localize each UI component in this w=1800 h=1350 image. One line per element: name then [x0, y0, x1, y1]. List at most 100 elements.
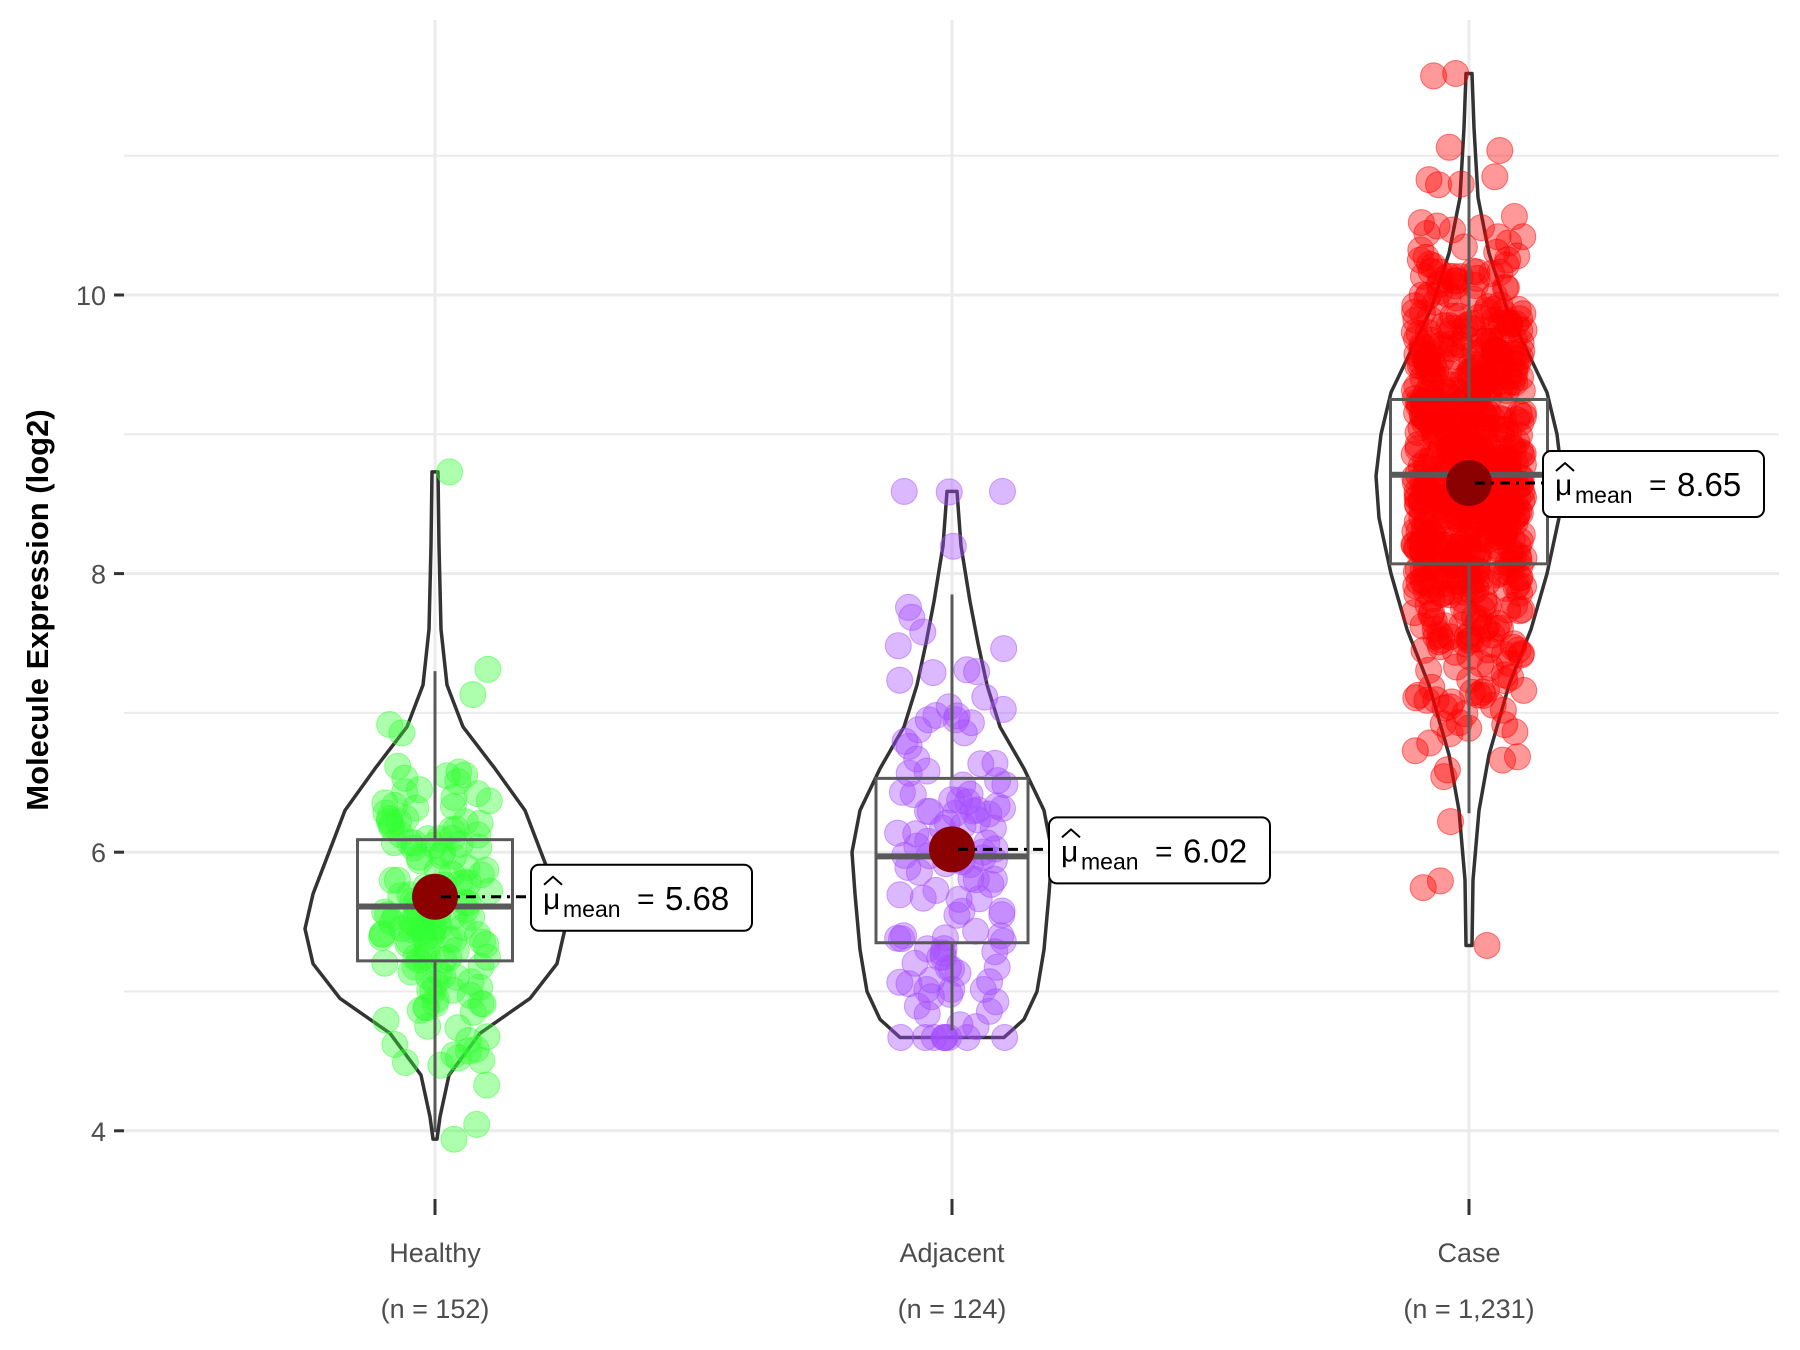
data-point	[384, 752, 412, 780]
data-point	[935, 693, 963, 721]
data-point	[1486, 137, 1514, 164]
y-tick-label: 4	[91, 1117, 106, 1147]
data-point	[1413, 220, 1441, 247]
data-point	[381, 1031, 409, 1058]
data-point	[1442, 407, 1470, 435]
data-point	[1465, 681, 1493, 709]
data-point	[902, 820, 930, 848]
mean-point	[412, 873, 458, 920]
data-point	[1407, 414, 1435, 442]
data-point	[890, 477, 918, 505]
data-point	[939, 532, 967, 560]
data-point	[887, 1024, 915, 1051]
data-point	[1473, 676, 1500, 703]
mean-equals: =	[1649, 469, 1667, 502]
data-point	[1507, 363, 1535, 391]
data-point	[1430, 763, 1458, 791]
data-point	[1401, 298, 1429, 326]
data-point	[371, 949, 399, 977]
data-point	[435, 925, 463, 953]
mean-markers	[412, 460, 1492, 920]
data-point	[440, 784, 468, 812]
data-point	[1429, 507, 1457, 535]
data-point	[980, 846, 1008, 874]
mean-equals: =	[1155, 835, 1173, 868]
data-point	[1402, 306, 1430, 334]
data-point	[1440, 502, 1468, 530]
data-point	[1463, 264, 1491, 292]
data-point	[455, 1037, 482, 1065]
violin-case	[1374, 71, 1564, 948]
data-point	[1480, 306, 1508, 334]
data-point	[989, 794, 1016, 822]
data-point	[444, 1044, 472, 1072]
data-point	[1426, 278, 1454, 305]
data-point	[1500, 203, 1528, 230]
data-point	[1455, 533, 1483, 560]
data-point	[474, 655, 502, 683]
data-point	[467, 861, 495, 889]
x-tick-label-name: Case	[1437, 1238, 1500, 1268]
data-point	[977, 870, 1005, 898]
data-point	[1510, 402, 1537, 430]
mean-value: 8.65	[1677, 466, 1741, 503]
data-point	[388, 719, 416, 747]
data-point	[957, 865, 985, 892]
data-point	[953, 1024, 981, 1051]
data-point	[472, 931, 500, 958]
mean-labels: μ mean = 5.68μ mean = 6.02μ mean = 8.65	[441, 450, 1765, 932]
data-point	[1504, 542, 1532, 570]
data-point	[402, 943, 430, 971]
data-point	[1490, 522, 1518, 550]
data-point	[918, 966, 946, 994]
data-point	[1503, 406, 1530, 434]
data-point	[1404, 492, 1432, 520]
data-point	[989, 477, 1016, 505]
data-point	[967, 750, 995, 778]
data-point	[1433, 756, 1461, 784]
data-point	[1405, 681, 1432, 709]
data-point	[1507, 329, 1535, 357]
data-point	[1481, 163, 1509, 191]
data-point	[1492, 251, 1520, 279]
data-point	[930, 1024, 958, 1051]
data-point	[1467, 565, 1494, 593]
data-point	[1467, 214, 1495, 242]
data-point	[911, 1024, 939, 1051]
y-tick-label: 6	[91, 838, 106, 868]
data-point	[451, 808, 479, 836]
hat-icon	[543, 875, 563, 886]
data-point	[1422, 465, 1450, 493]
data-point	[909, 618, 937, 646]
data-point	[1437, 808, 1464, 836]
data-point	[891, 727, 919, 755]
data-point	[473, 1071, 501, 1099]
data-point	[942, 706, 970, 734]
data-point	[472, 856, 500, 884]
data-point	[1474, 592, 1502, 620]
data-point	[1491, 711, 1519, 739]
data-point	[886, 968, 914, 996]
data-point	[1495, 229, 1523, 257]
box-iqr	[356, 838, 514, 963]
data-point	[1438, 688, 1466, 716]
data-point	[913, 1000, 941, 1028]
data-point	[1509, 440, 1537, 468]
data-point	[1463, 512, 1491, 540]
data-point	[1400, 599, 1428, 627]
data-point	[1506, 527, 1534, 555]
data-point	[1442, 343, 1470, 371]
data-point	[979, 814, 1007, 842]
violins	[303, 71, 1564, 1141]
data-point	[468, 1047, 496, 1074]
data-point	[1504, 743, 1531, 771]
box-iqr	[874, 776, 1030, 945]
data-point	[901, 949, 929, 977]
mean-label-box	[530, 863, 753, 932]
axes: 4 6 8 10 Healthy (n = 152) Adjacent (n = 124) Ca…	[76, 281, 1535, 1324]
data-point	[466, 973, 494, 1001]
data-point	[1401, 292, 1429, 320]
data-point	[473, 1023, 501, 1051]
mean-equals: =	[637, 883, 655, 916]
